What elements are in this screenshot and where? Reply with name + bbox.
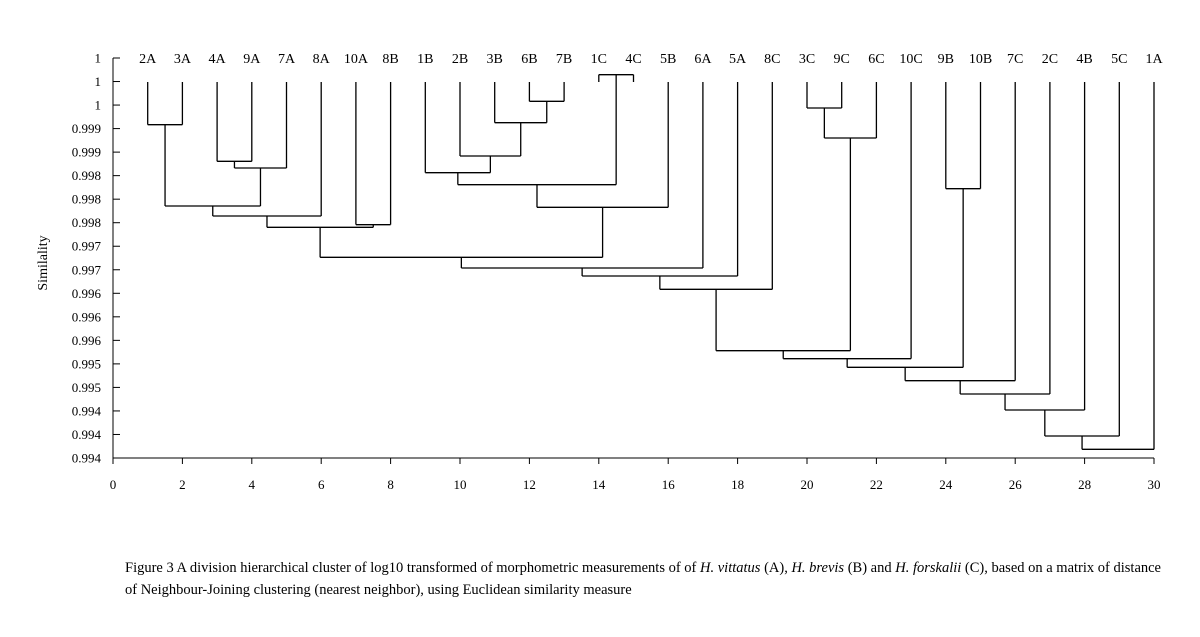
leaf-label: 9C	[834, 52, 850, 67]
leaf-label: 1B	[417, 52, 433, 67]
caption-species-c: H. forskalii	[895, 560, 962, 576]
leaf-label: 5C	[1111, 52, 1127, 67]
leaf-label: 3B	[487, 52, 503, 67]
dendrogram-chart: 1 1 1 0.999 0.999 0.998 0.998 0.998 0.997 0.997 0.…	[36, 51, 1163, 493]
leaf-label: 7C	[1007, 52, 1023, 67]
y-tick-label: 0.997	[72, 262, 102, 277]
x-tick-label: 8	[387, 477, 394, 492]
y-tick-label: 0.999	[72, 121, 101, 136]
x-tick-label: 22	[870, 477, 883, 492]
caption-mid-1: (A),	[760, 560, 792, 576]
leaf-label: 6B	[521, 52, 537, 67]
y-tick-label: 1	[95, 98, 102, 113]
y-tick-label: 0.996	[72, 333, 102, 348]
y-tick-label: 0.999	[72, 145, 101, 160]
leaf-label: 10A	[344, 52, 369, 67]
leaf-label: 2C	[1042, 52, 1058, 67]
y-tick-label: 0.998	[72, 192, 101, 207]
figure-caption: Figure 3 A division hierarchical cluster…	[125, 557, 1165, 601]
caption-species-a: H. vittatus	[700, 560, 761, 576]
y-tick-label: 1	[95, 51, 102, 66]
leaf-label: 7B	[556, 52, 572, 67]
x-tick-label: 12	[523, 477, 536, 492]
y-tick-label: 0.997	[72, 239, 102, 254]
leaf-label: 6A	[694, 52, 712, 67]
leaf-label: 3C	[799, 52, 815, 67]
x-tick-label: 18	[731, 477, 744, 492]
leaf-label: 9B	[938, 52, 954, 67]
x-tick-label: 16	[662, 477, 676, 492]
y-tick-label: 0.995	[72, 380, 101, 395]
y-tick-label: 0.994	[72, 427, 102, 442]
caption-lead: Figure 3 A division hierarchical cluster…	[125, 560, 701, 576]
leaf-label: 8C	[764, 52, 780, 67]
x-tick-label: 0	[110, 477, 117, 492]
y-tick-label: 0.995	[72, 356, 101, 371]
leaf-label: 4B	[1076, 52, 1092, 67]
x-tick-label: 20	[801, 477, 814, 492]
leaf-label: 10B	[969, 52, 992, 67]
leaf-label: 5B	[660, 52, 676, 67]
leaf-label: 8B	[382, 52, 398, 67]
leaf-label: 9A	[243, 52, 261, 67]
caption-tail: (C), based on a matrix of distance of Ne…	[125, 560, 1161, 598]
leaf-label: 4C	[625, 52, 641, 67]
x-tick-label: 2	[179, 477, 186, 492]
leaf-label: 10C	[899, 52, 922, 67]
leaf-label: 6C	[868, 52, 884, 67]
leaf-label: 2A	[139, 52, 157, 67]
leaf-label: 4A	[209, 52, 227, 67]
y-tick-label: 0.994	[72, 403, 102, 418]
leaf-label: 3A	[174, 52, 192, 67]
y-tick-label: 1	[95, 74, 102, 89]
x-tick-label: 4	[249, 477, 256, 492]
leaf-label: 8A	[313, 52, 331, 67]
y-tick-label: 0.996	[72, 309, 102, 324]
x-tick-label: 24	[939, 477, 953, 492]
y-tick-label: 0.998	[72, 215, 101, 230]
x-tick-label: 6	[318, 477, 325, 492]
x-tick-label: 10	[454, 477, 467, 492]
leaf-label: 7A	[278, 52, 296, 67]
x-tick-label: 26	[1009, 477, 1023, 492]
leaf-label: 5A	[729, 52, 747, 67]
leaf-label: 2B	[452, 52, 468, 67]
leaf-label: 1A	[1145, 52, 1163, 67]
y-axis-title: Similality	[36, 235, 51, 290]
y-tick-label: 0.998	[72, 168, 101, 183]
y-tick-label: 0.996	[72, 286, 102, 301]
x-tick-label: 30	[1148, 477, 1161, 492]
x-tick-label: 28	[1078, 477, 1091, 492]
x-tick-label: 14	[592, 477, 606, 492]
y-tick-label: 0.994	[72, 451, 102, 466]
caption-mid-2: (B) and	[844, 560, 896, 576]
leaf-label: 1C	[591, 52, 607, 67]
caption-species-b: H. brevis	[791, 560, 845, 576]
